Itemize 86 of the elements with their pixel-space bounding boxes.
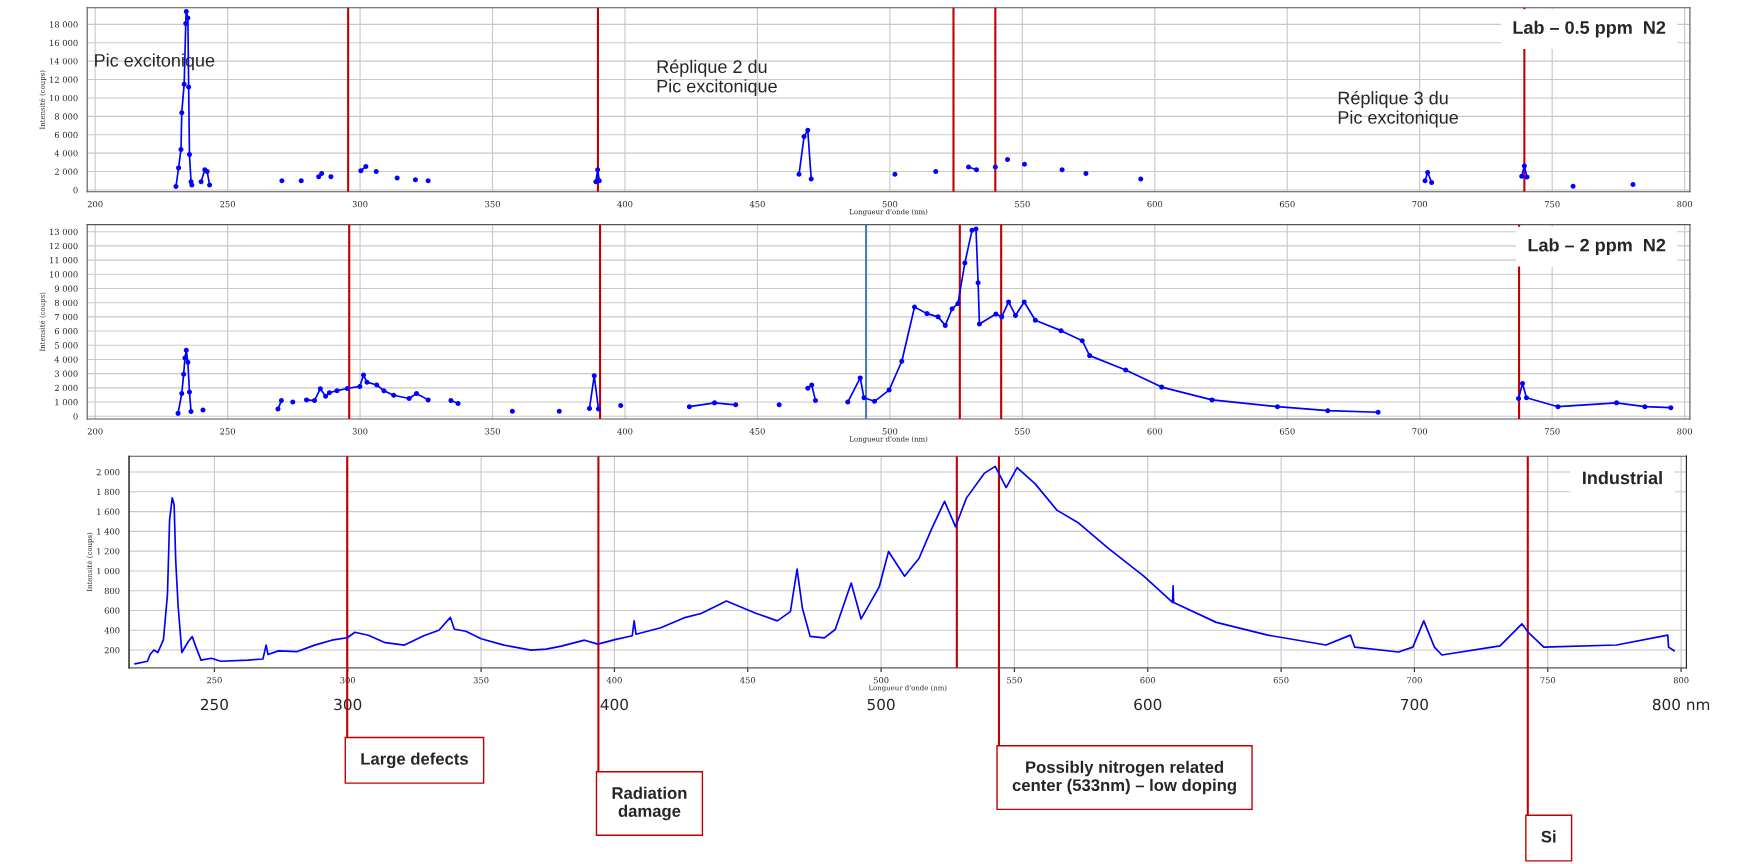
x2-tick-label: 800 nm (1652, 698, 1710, 711)
x2-tick-label: 400 (600, 698, 628, 711)
x-tick-label: 250 (207, 677, 222, 684)
y-tick-label: 9 000 (54, 285, 78, 292)
y-tick-label: 1 400 (97, 528, 120, 535)
x-tick-label: 300 (352, 200, 368, 208)
y-tick-label: 6 000 (54, 328, 78, 335)
x-tick-label: 500 (882, 200, 898, 208)
y-tick-label: 1 800 (97, 488, 120, 496)
y-tick-label: 8 000 (54, 299, 78, 306)
y-tick-label: 2 000 (54, 384, 78, 392)
ref-line-label: Possibly nitrogen related center (533nm) – low doping (1012, 760, 1236, 795)
y-tick-label: 14 000 (50, 58, 78, 65)
x-tick-label: 500 (882, 428, 898, 435)
x-tick-label: 700 (1412, 200, 1428, 208)
x-tick-label: 400 (617, 200, 633, 208)
x-tick-label: 450 (749, 200, 765, 208)
y-tick-label: 18 000 (50, 21, 78, 28)
x2-tick-label: 700 (1401, 698, 1428, 711)
text: Industrial (1583, 471, 1662, 485)
y-tick-label: 16 000 (50, 39, 78, 47)
x2-tick-label: 500 (867, 698, 895, 711)
x-tick-label: 250 (220, 428, 235, 435)
y-tick-label: 12 000 (50, 242, 78, 250)
x-tick-label: 550 (1015, 428, 1030, 435)
y-tick-label: 1 200 (97, 548, 120, 555)
x-tick-label: 750 (1540, 677, 1556, 684)
y-tick-label: 1 600 (97, 508, 120, 515)
x-tick-label: 800 (1677, 428, 1693, 435)
x-tick-label: 300 (352, 428, 368, 435)
x-tick-label: 600 (1140, 677, 1156, 684)
x-tick-label: 350 (485, 200, 500, 208)
y-tick-label: 11 000 (50, 257, 78, 264)
y-tick-label: 4 000 (54, 150, 78, 157)
y-tick-label: 200 (104, 647, 120, 654)
x-tick-label: 500 (873, 677, 889, 684)
y-tick-label: 7 000 (55, 313, 78, 321)
annotation: Réplique 2 du Pic excitonique (657, 59, 777, 97)
y-tick-label: 1 000 (55, 398, 78, 406)
text: Lab – 2 ppm N2 (1528, 238, 1666, 256)
x2-tick-label: 600 (1134, 698, 1162, 711)
y-tick-label: 10 000 (50, 271, 78, 278)
y-tick-label: 6 000 (54, 131, 78, 139)
annotation: Réplique 3 du Pic excitonique (1338, 90, 1458, 128)
x-tick-label: 450 (749, 428, 765, 435)
x-tick-label: 250 (220, 200, 235, 208)
y-tick-label: 1 000 (97, 567, 120, 575)
x-tick-label: 350 (473, 677, 489, 684)
y-tick-label: 5 000 (55, 342, 78, 349)
y-tick-label: 4 000 (54, 356, 78, 363)
y-tick-label: 8 000 (54, 113, 78, 120)
x-tick-label: 200 (87, 428, 103, 435)
x-tick-label: 650 (1273, 677, 1289, 684)
y-tick-label: 13 000 (50, 228, 78, 236)
x-tick-label: 800 (1673, 677, 1689, 684)
y-tick-label: 2 000 (96, 469, 120, 476)
x-tick-label: 200 (87, 200, 103, 208)
y-tick-label: 0 (73, 413, 78, 420)
y-tick-label: 2 000 (54, 168, 78, 175)
x-tick-label: 800 (1677, 200, 1693, 208)
text: Lab – 0.5 ppm N2 (1513, 20, 1666, 38)
x-tick-label: 400 (606, 677, 622, 684)
x-tick-label: 700 (1407, 677, 1422, 684)
x-tick-label: 750 (1544, 200, 1560, 208)
x-tick-label: 600 (1147, 200, 1163, 208)
x-tick-label: 550 (1015, 200, 1030, 208)
y-tick-label: 400 (104, 627, 120, 634)
x-tick-label: 700 (1412, 428, 1428, 435)
y-tick-label: 600 (104, 607, 120, 614)
y-tick-label: 10 000 (50, 94, 78, 102)
y-tick-label: 3 000 (54, 370, 78, 377)
x-tick-label: 750 (1544, 428, 1560, 435)
x-tick-label: 550 (1007, 677, 1022, 684)
x-tick-label: 350 (485, 428, 500, 435)
x-tick-label: 400 (617, 428, 633, 435)
x-tick-label: 600 (1147, 428, 1163, 435)
x-tick-label: 650 (1279, 428, 1295, 435)
ref-line-label: Si (1541, 830, 1556, 843)
x-tick-label: 450 (740, 677, 756, 684)
x2-tick-label: 250 (200, 698, 228, 711)
x-tick-label: 650 (1279, 200, 1295, 208)
y-tick-label: 0 (73, 186, 78, 194)
y-tick-label: 800 (104, 587, 120, 594)
ref-line-label: Radiation damage (612, 786, 687, 821)
y-tick-label: 12 000 (50, 76, 78, 83)
ref-line-label: Large defects (361, 752, 468, 769)
